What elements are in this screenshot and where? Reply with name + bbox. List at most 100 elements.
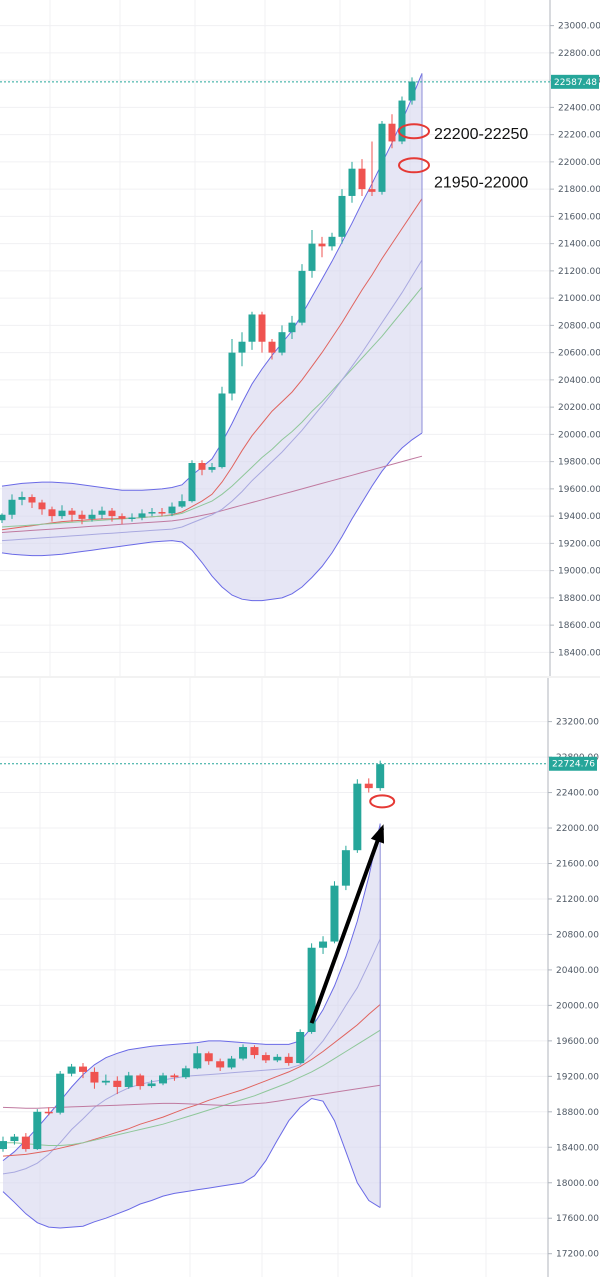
candle-down [78,514,86,519]
candle-up [298,270,306,323]
y-tick-label: 20200.00 [558,403,600,413]
y-tick-label: 23000.00 [558,22,600,32]
candle-up [124,1075,133,1087]
candle-up [98,510,106,515]
y-tick-label: 18400.00 [556,1143,599,1153]
annotation-label: 21950-22000 [434,174,528,191]
bollinger-lower-line [2,1097,381,1229]
candle-up [0,514,6,521]
y-tick-label: 22000.00 [558,158,600,168]
candle-down [90,1071,99,1083]
candle-up [148,512,156,514]
moving-average-red-line [2,1004,381,1157]
candle-down [44,1111,53,1114]
candle-down [198,462,206,470]
candle-down [68,510,76,515]
y-tick-label: 19200.00 [558,539,600,549]
candle-up [8,499,16,515]
bollinger-upper-line [1,73,423,491]
candle-down [113,1080,122,1087]
candle-up [308,243,316,271]
moving-average-purple-line [2,1084,381,1109]
y-tick-label: 19400.00 [558,512,600,522]
candle-up [58,510,66,517]
y-tick-label: 20000.00 [556,1001,599,1011]
candle-down [79,1066,88,1072]
candle-up [178,501,186,507]
candle-up [138,513,146,518]
y-tick-label: 18800.00 [556,1108,599,1118]
candle-up [408,81,416,101]
candle-up [67,1066,76,1074]
candle-down [268,341,276,353]
y-tick-label: 19600.00 [558,485,600,495]
y-tick-label: 20800.00 [556,930,599,940]
candle-down [136,1075,145,1087]
candle-down [108,510,116,517]
y-tick-label: 17200.00 [556,1250,599,1260]
y-tick-label: 18400.00 [558,648,600,658]
candle-up [188,462,196,502]
candle-up [10,1136,19,1142]
y-tick-label: 21600.00 [556,859,599,869]
y-tick-label: 20800.00 [558,321,600,331]
last-price-label: 22724.76 [552,760,595,770]
y-tick-label: 20400.00 [556,966,599,976]
y-tick-label: 20000.00 [558,430,600,440]
trend-arrow-head [370,824,385,844]
trend-arrow-shaft [309,827,385,1024]
candle-up [193,1053,202,1069]
candle-up [33,1111,42,1150]
candle-down [158,512,166,514]
chart-panel-top: 23000.0022800.0022600.0022400.0022200.00… [0,0,600,676]
y-tick-label: 19000.00 [558,567,600,577]
candle-down [261,1055,270,1061]
y-tick-label: 19800.00 [558,458,600,468]
y-tick-label: 17600.00 [556,1214,599,1224]
y-tick-label: 23200.00 [556,718,599,728]
middle-band-line [1,259,423,542]
candle-down [21,1136,30,1150]
y-tick-label: 18600.00 [558,621,600,631]
last-price-badge [551,74,599,89]
candle-up [338,195,346,237]
y-tick-label: 19200.00 [556,1072,599,1082]
y-tick-label: 22400.00 [556,789,599,799]
y-tick-label: 22800.00 [558,49,600,59]
candle-down [318,243,326,247]
candle-up [18,497,26,500]
candle-down [258,314,266,342]
candle-up [56,1073,65,1113]
candle-down [204,1053,213,1062]
candle-up [228,352,236,394]
candle-up [227,1058,236,1068]
candle-up [378,123,386,192]
annotation-circle [369,794,396,809]
candle-up [328,236,336,247]
candle-down [170,1075,179,1078]
candle-down [38,502,46,510]
annotation-circle [398,157,430,174]
candle-up [0,1141,7,1150]
bollinger-band-fill [2,73,422,601]
candle-down [284,1056,293,1064]
y-tick-label: 21600.00 [558,212,600,222]
candle-down [388,123,396,142]
candle-up [288,322,296,333]
candle-down [364,783,373,789]
candle-up [319,941,328,948]
candle-up [248,314,256,342]
annotation-label: 22200-22250 [434,126,528,143]
y-tick-label: 18800.00 [558,594,600,604]
candle-down [48,509,56,517]
candle-up [341,850,350,886]
moving-average-green-line [3,1029,381,1146]
candle-up [376,764,385,789]
candle-up [307,947,316,1032]
y-tick-label: 20600.00 [558,349,600,359]
candle-up [159,1075,168,1084]
candle-up [238,341,246,353]
y-tick-label: 21800.00 [558,185,600,195]
annotation-circle [398,123,430,140]
